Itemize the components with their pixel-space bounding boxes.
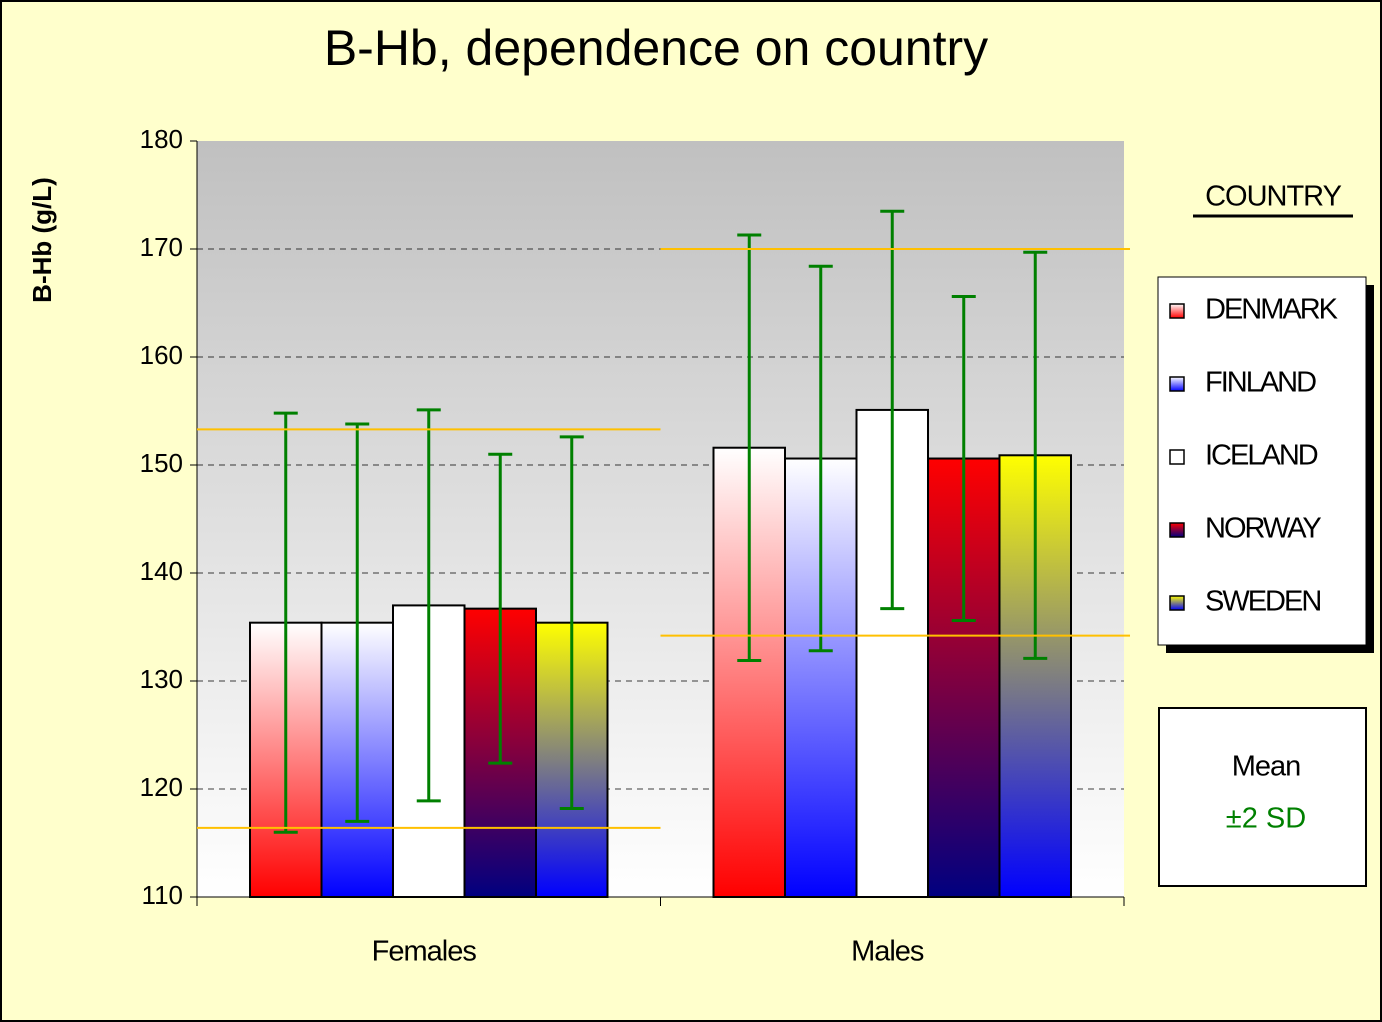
legend-title: COUNTRY (1205, 181, 1342, 213)
y-tick-label: 110 (142, 880, 183, 910)
y-tick-label: 180 (140, 124, 183, 154)
legend-box (1157, 276, 1367, 646)
y-tick-label: 150 (140, 448, 183, 478)
legend-label: DENMARK (1205, 294, 1339, 326)
x-tick-label: Females (372, 936, 477, 968)
y-tick-label: 170 (140, 232, 183, 262)
note-text: Mean (1232, 751, 1301, 783)
y-tick-label: 120 (140, 772, 183, 802)
legend-swatch (1169, 303, 1185, 319)
legend-label: ICELAND (1205, 440, 1318, 472)
legend-label: SWEDEN (1205, 586, 1320, 618)
legend-swatch (1169, 376, 1185, 392)
note-box (1158, 707, 1367, 887)
legend-swatch (1169, 522, 1185, 538)
y-tick-label: 140 (140, 556, 183, 586)
legend-swatch (1169, 595, 1185, 611)
legend-label: NORWAY (1205, 513, 1321, 545)
y-axis-label: B-Hb (g/L) (27, 177, 57, 303)
note-text: ±2 SD (1226, 803, 1306, 835)
legend-swatch (1169, 449, 1185, 465)
y-tick-label: 160 (140, 340, 183, 370)
y-tick-label: 130 (140, 664, 183, 694)
x-tick-label: Males (851, 936, 924, 968)
legend-label: FINLAND (1205, 367, 1316, 399)
chart-title: B-Hb, dependence on country (324, 20, 988, 76)
